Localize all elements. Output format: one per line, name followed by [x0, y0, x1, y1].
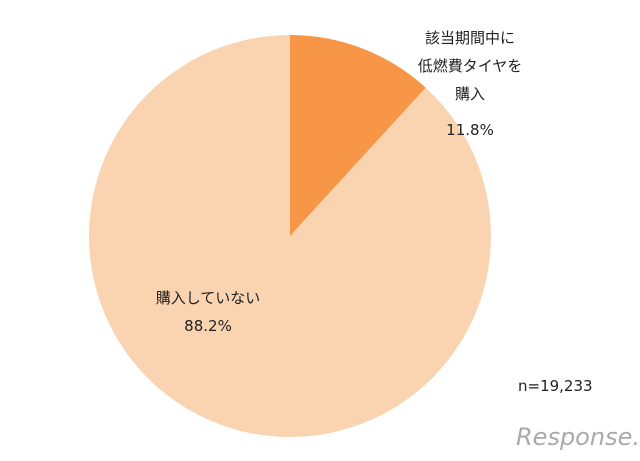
value-label: 88.2% [184, 317, 232, 335]
watermark: Response. [516, 423, 640, 451]
value-label: 11.8% [446, 121, 494, 139]
pie-slice [290, 35, 426, 236]
slice-label: 購入していない [155, 289, 261, 307]
sample-size-note: n=19,233 [518, 377, 593, 395]
slice-label: 該当期間中に 低燃費タイヤを 購入 [417, 29, 523, 103]
pie-slice [88, 35, 491, 437]
